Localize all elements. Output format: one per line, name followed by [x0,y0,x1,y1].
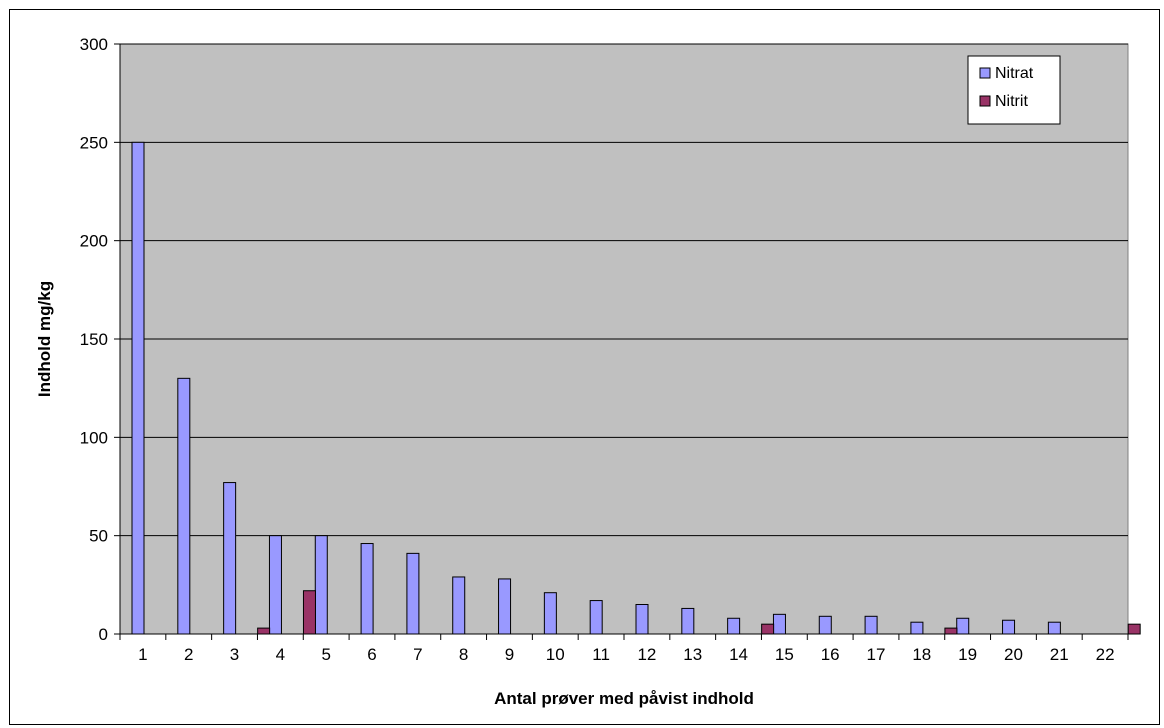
x-tick-label: 6 [367,645,376,664]
x-tick-label: 5 [321,645,330,664]
bar-nitrat [406,552,420,635]
bar-nitrat [177,377,191,635]
bar-nitrit [761,623,775,635]
bar-nitrat [1047,621,1061,635]
x-tick-label: 2 [184,645,193,664]
x-axis-title: Antal prøver med påvist indhold [494,689,754,708]
x-tick-label: 1 [138,645,147,664]
bar-nitrat [131,141,145,635]
bar-nitrat [223,482,237,635]
legend-label-nitrat: Nitrat [995,65,1034,82]
legend-label-nitrit: Nitrit [995,93,1028,110]
x-tick-label: 18 [912,645,931,664]
y-tick-label: 0 [99,625,108,644]
bar-nitrat [589,600,603,635]
axes [114,43,1129,640]
x-tick-label: 22 [1096,645,1115,664]
y-tick-label: 300 [80,35,108,54]
y-tick-label: 150 [80,330,108,349]
bar-nitrat [818,615,832,635]
bar-nitrat [360,543,374,635]
gridlines [120,43,1128,537]
bar-nitrat [314,535,328,635]
x-tick-label: 10 [546,645,565,664]
y-tick-labels: 0 50 100 150 200 250 300 [80,35,108,644]
x-tick-label: 20 [1004,645,1023,664]
legend-box [967,55,1061,125]
bar-nitrit [257,627,271,635]
y-tick-label: 50 [89,527,108,546]
x-tick-label: 7 [413,645,422,664]
bar-nitrat [452,576,466,635]
x-tick-label: 14 [729,645,748,664]
x-tick-label: 4 [276,645,285,664]
x-tick-labels: 1 2 3 4 5 6 7 8 9 10 11 12 13 14 15 16 17 18 19 20 21 22 [138,645,1114,664]
bar-nitrat [956,617,970,635]
y-tick-label: 200 [80,232,108,251]
bar-nitrat [772,613,786,635]
legend-swatch-nitrat [979,67,991,79]
x-tick-label: 9 [505,645,514,664]
bar-nitrat [910,621,924,635]
bar-nitrat [543,592,557,635]
x-tick-label: 19 [958,645,977,664]
x-tick-label: 17 [867,645,886,664]
x-tick-label: 8 [459,645,468,664]
bar-nitrat [727,617,741,635]
legend-swatch-nitrit [979,95,991,107]
x-tick-label: 21 [1050,645,1069,664]
x-tick-label: 3 [230,645,239,664]
x-tick-label: 12 [637,645,656,664]
bar-nitrat [635,604,649,635]
bar-nitrat [864,615,878,635]
bar-nitrat [681,607,695,635]
y-tick-label: 100 [80,428,108,447]
bar-nitrat [1002,619,1016,635]
bar-nitrat [268,535,282,635]
bar-nitrat [498,578,512,635]
x-tick-label: 11 [592,645,610,664]
x-tick-label: 13 [683,645,702,664]
x-tick-label: 15 [775,645,794,664]
y-tick-label: 250 [80,133,108,152]
bar-nitrit [944,627,958,635]
bar-nitrit [1127,623,1141,635]
x-tick-label: 16 [821,645,840,664]
y-axis-title: Indhold mg/kg [35,281,54,397]
bar-nitrit [302,590,316,635]
legend: Nitrat Nitrit [967,55,1061,125]
